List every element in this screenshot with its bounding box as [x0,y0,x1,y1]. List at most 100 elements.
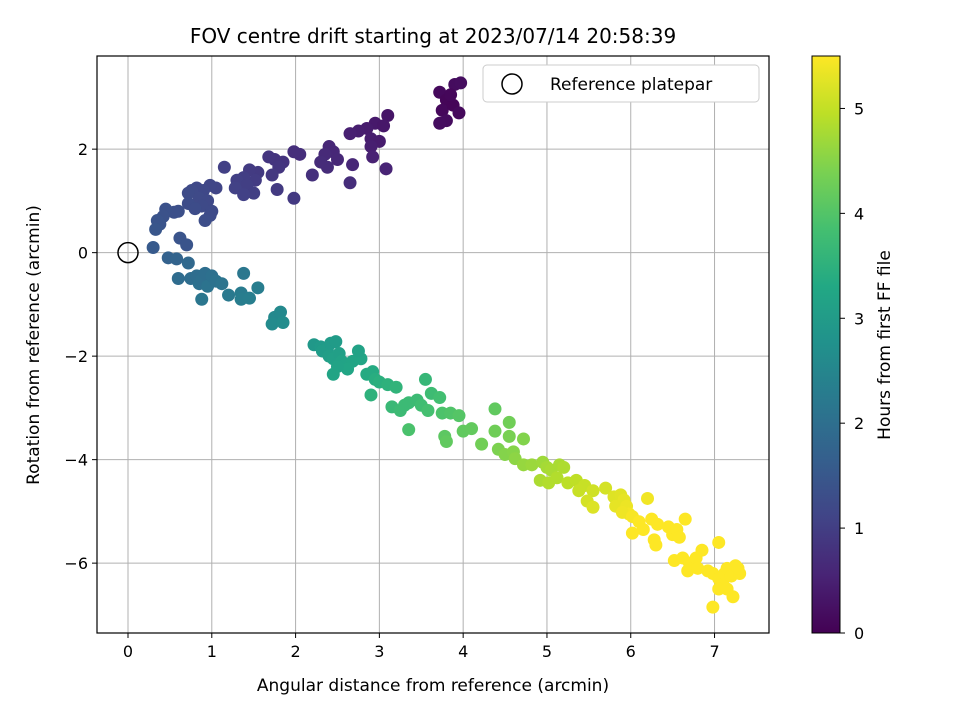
data-point [678,512,692,526]
data-point [379,162,393,176]
y-tick-label: 0 [78,244,88,263]
data-point [381,109,395,123]
data-point [364,388,378,402]
x-tick-label: 5 [542,642,552,661]
y-tick-label: 2 [78,140,88,159]
x-axis-ticks: 0 1 2 3 4 5 6 7 [123,633,720,661]
data-point [465,422,479,436]
data-point [274,305,288,319]
data-point [237,266,251,280]
data-point [287,191,301,205]
data-point [454,76,468,90]
data-point [265,168,279,182]
data-point [287,145,301,159]
colorbar-tick-label: 0 [854,624,864,643]
data-point [706,600,720,614]
data-point [433,391,447,405]
x-tick-label: 7 [709,642,719,661]
data-point [346,158,360,172]
data-point [435,103,449,117]
data-point [516,432,530,446]
data-point [452,409,466,423]
data-point [502,429,516,443]
points-layer [146,76,747,614]
data-point [364,140,378,154]
data-point [343,127,357,141]
data-point [181,256,195,270]
data-point [672,530,686,544]
data-point [572,484,586,498]
data-point [262,150,276,164]
data-point [326,367,340,381]
data-point [695,543,709,557]
colorbar-ticks: 0 1 2 3 4 5 [840,99,864,643]
data-point [402,423,416,437]
y-axis-ticks: 2 0 −2 −4 −6 [64,140,97,573]
data-point [502,415,516,429]
data-point [615,505,629,519]
legend-box [482,64,760,103]
data-point [691,561,705,575]
data-point [149,222,163,236]
data-point [377,119,391,133]
y-axis-label: Rotation from reference (arcmin) [24,205,44,485]
data-point [681,564,695,578]
colorbar [811,55,841,634]
data-point [418,372,432,386]
data-point [320,160,334,174]
data-point [488,424,502,438]
colorbar-tick-label: 3 [854,309,864,328]
data-point [586,484,600,498]
x-tick-label: 1 [207,642,217,661]
data-point [146,240,160,254]
data-point [488,402,502,416]
colorbar-tick-label: 5 [854,99,864,118]
x-tick-label: 6 [626,642,636,661]
data-point [712,535,726,549]
data-point [247,186,261,200]
data-point [343,176,357,190]
data-point [270,183,284,197]
legend: Reference platepar [482,64,760,103]
legend-entry-reference-platepar: Reference platepar [550,75,712,95]
data-point [188,202,202,216]
x-tick-label: 2 [290,642,300,661]
data-point [351,344,365,358]
colorbar-label: Hours from first FF file [875,250,895,440]
data-point [433,116,447,130]
data-point [341,362,355,376]
chart-title: FOV centre drift starting at 2023/07/14 … [190,24,676,48]
data-point [649,538,663,552]
data-point [171,272,185,286]
data-point [276,316,290,330]
data-point [217,160,231,174]
data-point [215,277,229,291]
y-tick-label: −6 [64,554,88,573]
colorbar-tick-label: 1 [854,519,864,538]
y-tick-label: −4 [64,451,88,470]
data-point [305,168,319,182]
data-point [557,460,571,474]
data-point [475,437,489,451]
data-point [330,152,344,166]
data-point [651,517,665,531]
data-point [242,291,256,305]
legend-marker-icon [501,73,523,95]
x-tick-label: 0 [123,642,133,661]
data-point [329,335,343,349]
data-point [444,88,458,102]
y-tick-label: −2 [64,347,88,366]
data-point [525,458,539,472]
colorbar-tick-label: 2 [854,414,864,433]
data-point [731,561,745,575]
data-point [180,238,194,252]
grid-layer [97,56,769,633]
reference-platepar-marker [117,241,139,264]
data-point [636,523,650,537]
data-point [198,214,212,228]
data-point [641,491,655,505]
colorbar-tick-label: 4 [854,204,864,223]
data-point [550,471,564,485]
x-tick-label: 3 [374,642,384,661]
